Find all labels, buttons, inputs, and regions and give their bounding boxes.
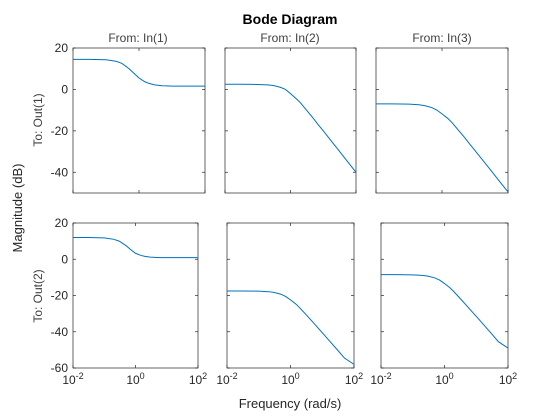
x-axis-label: Frequency (rad/s): [239, 396, 342, 411]
axes-box-r2-c3: [380, 222, 509, 369]
axes-box-r2-c2: [226, 222, 355, 369]
axes-box-r2-c1: [72, 222, 199, 369]
y-tick-label: -60: [51, 361, 69, 375]
magnitude-curve-r1-c1: [73, 58, 205, 87]
input-label-3: From: In(3): [412, 31, 471, 45]
x-tick-label: 100: [435, 371, 453, 387]
y-tick-label: 20: [55, 216, 69, 230]
x-tick-label: 100: [126, 371, 144, 387]
x-tick-label: 102: [189, 371, 207, 387]
x-tick-label: 102: [345, 371, 363, 387]
magnitude-curve-r2-c2: [227, 290, 355, 365]
y-tick-label: 0: [61, 252, 68, 266]
output-label-1: To: Out(1): [31, 93, 45, 146]
chart-title: Bode Diagram: [243, 11, 338, 27]
x-tick-label: 10-2: [62, 371, 83, 387]
magnitude-curve-r1-c2: [225, 83, 357, 173]
x-tick-label: 10-2: [370, 371, 391, 387]
x-tick-label: 102: [499, 371, 517, 387]
input-label-2: From: In(2): [260, 31, 319, 45]
y-axis-label: Magnitude (dB): [10, 164, 25, 253]
y-tick-label: -40: [51, 325, 69, 339]
output-label-2: To: Out(2): [31, 269, 45, 322]
x-tick-label: 100: [281, 371, 299, 387]
y-tick-label: -20: [51, 124, 69, 138]
axes-box-r1-c1: [72, 47, 206, 194]
y-tick-label: 20: [55, 41, 69, 55]
y-tick-label: -40: [51, 165, 69, 179]
axes-box-r1-c3: [375, 47, 509, 194]
x-tick-label: 10-2: [216, 371, 237, 387]
magnitude-curve-r2-c3: [381, 274, 509, 349]
axes-box-r1-c2: [224, 47, 357, 194]
y-tick-label: -20: [51, 289, 69, 303]
y-tick-label: 0: [61, 82, 68, 96]
magnitude-curve-r1-c3: [376, 103, 509, 193]
magnitude-curve-r2-c1: [73, 237, 198, 259]
input-label-1: From: In(1): [108, 31, 167, 45]
